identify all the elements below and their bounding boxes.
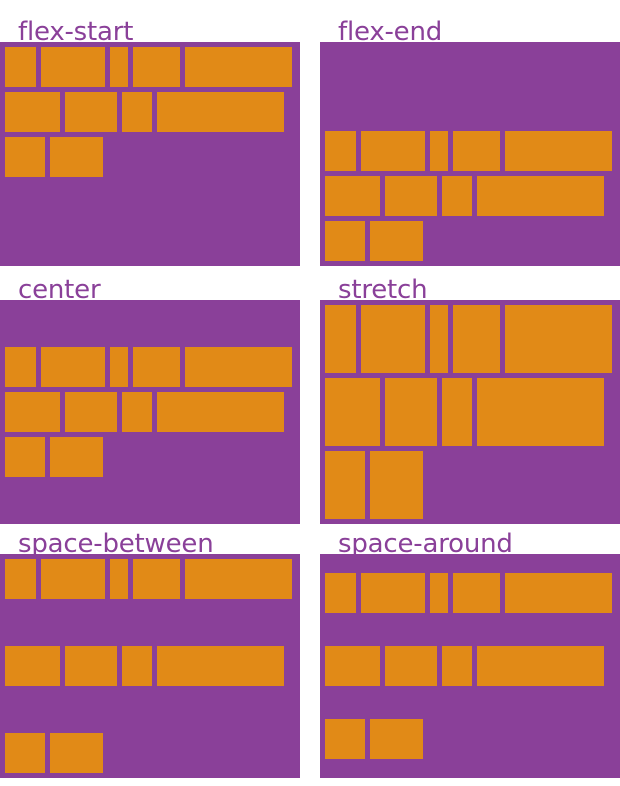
flex-item — [477, 378, 604, 446]
flex-item — [41, 559, 105, 599]
flex-item — [110, 47, 128, 87]
flex-item — [50, 733, 103, 773]
flex-item — [157, 92, 284, 132]
flex-item — [5, 559, 36, 599]
flex-item — [122, 92, 152, 132]
flex-item — [185, 347, 292, 387]
flex-item — [157, 392, 284, 432]
panel-label-space-between: space-between — [18, 529, 214, 559]
flex-item — [133, 559, 180, 599]
flex-container-center — [0, 300, 300, 524]
flex-item — [65, 392, 117, 432]
flex-item — [505, 131, 612, 171]
flex-item — [505, 305, 612, 373]
flex-item — [430, 305, 448, 373]
flex-item — [133, 347, 180, 387]
flex-item — [325, 378, 380, 446]
flex-item — [50, 137, 103, 177]
flex-item — [110, 347, 128, 387]
flex-item — [477, 176, 604, 216]
flex-item — [430, 573, 448, 613]
flex-item — [50, 437, 103, 477]
flex-item — [325, 646, 380, 686]
flex-item — [325, 305, 356, 373]
flex-item — [325, 573, 356, 613]
panel-label-flex-start: flex-start — [18, 17, 134, 47]
flex-item — [430, 131, 448, 171]
flex-item — [5, 392, 60, 432]
flex-item — [5, 47, 36, 87]
flex-item — [370, 451, 423, 519]
flex-item — [5, 646, 60, 686]
flex-item — [325, 719, 365, 759]
panel-label-flex-end: flex-end — [338, 17, 443, 47]
flex-item — [325, 131, 356, 171]
flex-item — [385, 176, 437, 216]
flex-item — [5, 733, 45, 773]
flex-item — [110, 559, 128, 599]
panel-label-space-around: space-around — [338, 529, 513, 559]
panel-label-stretch: stretch — [338, 275, 428, 305]
flex-item — [65, 92, 117, 132]
flex-item — [41, 47, 105, 87]
flex-item — [442, 378, 472, 446]
flex-item — [361, 305, 425, 373]
flex-item — [361, 131, 425, 171]
flex-item — [370, 221, 423, 261]
flex-container-space-between — [0, 554, 300, 778]
flex-item — [5, 437, 45, 477]
flex-item — [442, 176, 472, 216]
flex-item — [185, 559, 292, 599]
flex-item — [453, 573, 500, 613]
flex-item — [5, 347, 36, 387]
panel-label-center: center — [18, 275, 101, 305]
flex-item — [385, 378, 437, 446]
flex-item — [442, 646, 472, 686]
flex-item — [65, 646, 117, 686]
flex-item — [325, 451, 365, 519]
flex-item — [370, 719, 423, 759]
flex-item — [157, 646, 284, 686]
flex-container-space-around — [320, 554, 620, 778]
flex-item — [41, 347, 105, 387]
flex-container-flex-start — [0, 42, 300, 266]
flex-item — [5, 92, 60, 132]
flex-container-stretch — [320, 300, 620, 524]
flex-item — [453, 131, 500, 171]
flex-item — [122, 646, 152, 686]
flex-item — [453, 305, 500, 373]
flex-item — [477, 646, 604, 686]
flex-item — [361, 573, 425, 613]
flex-item — [325, 176, 380, 216]
flex-item — [122, 392, 152, 432]
flex-item — [385, 646, 437, 686]
flex-item — [185, 47, 292, 87]
flex-item — [133, 47, 180, 87]
flex-container-flex-end — [320, 42, 620, 266]
flex-item — [505, 573, 612, 613]
flex-item — [325, 221, 365, 261]
flex-item — [5, 137, 45, 177]
